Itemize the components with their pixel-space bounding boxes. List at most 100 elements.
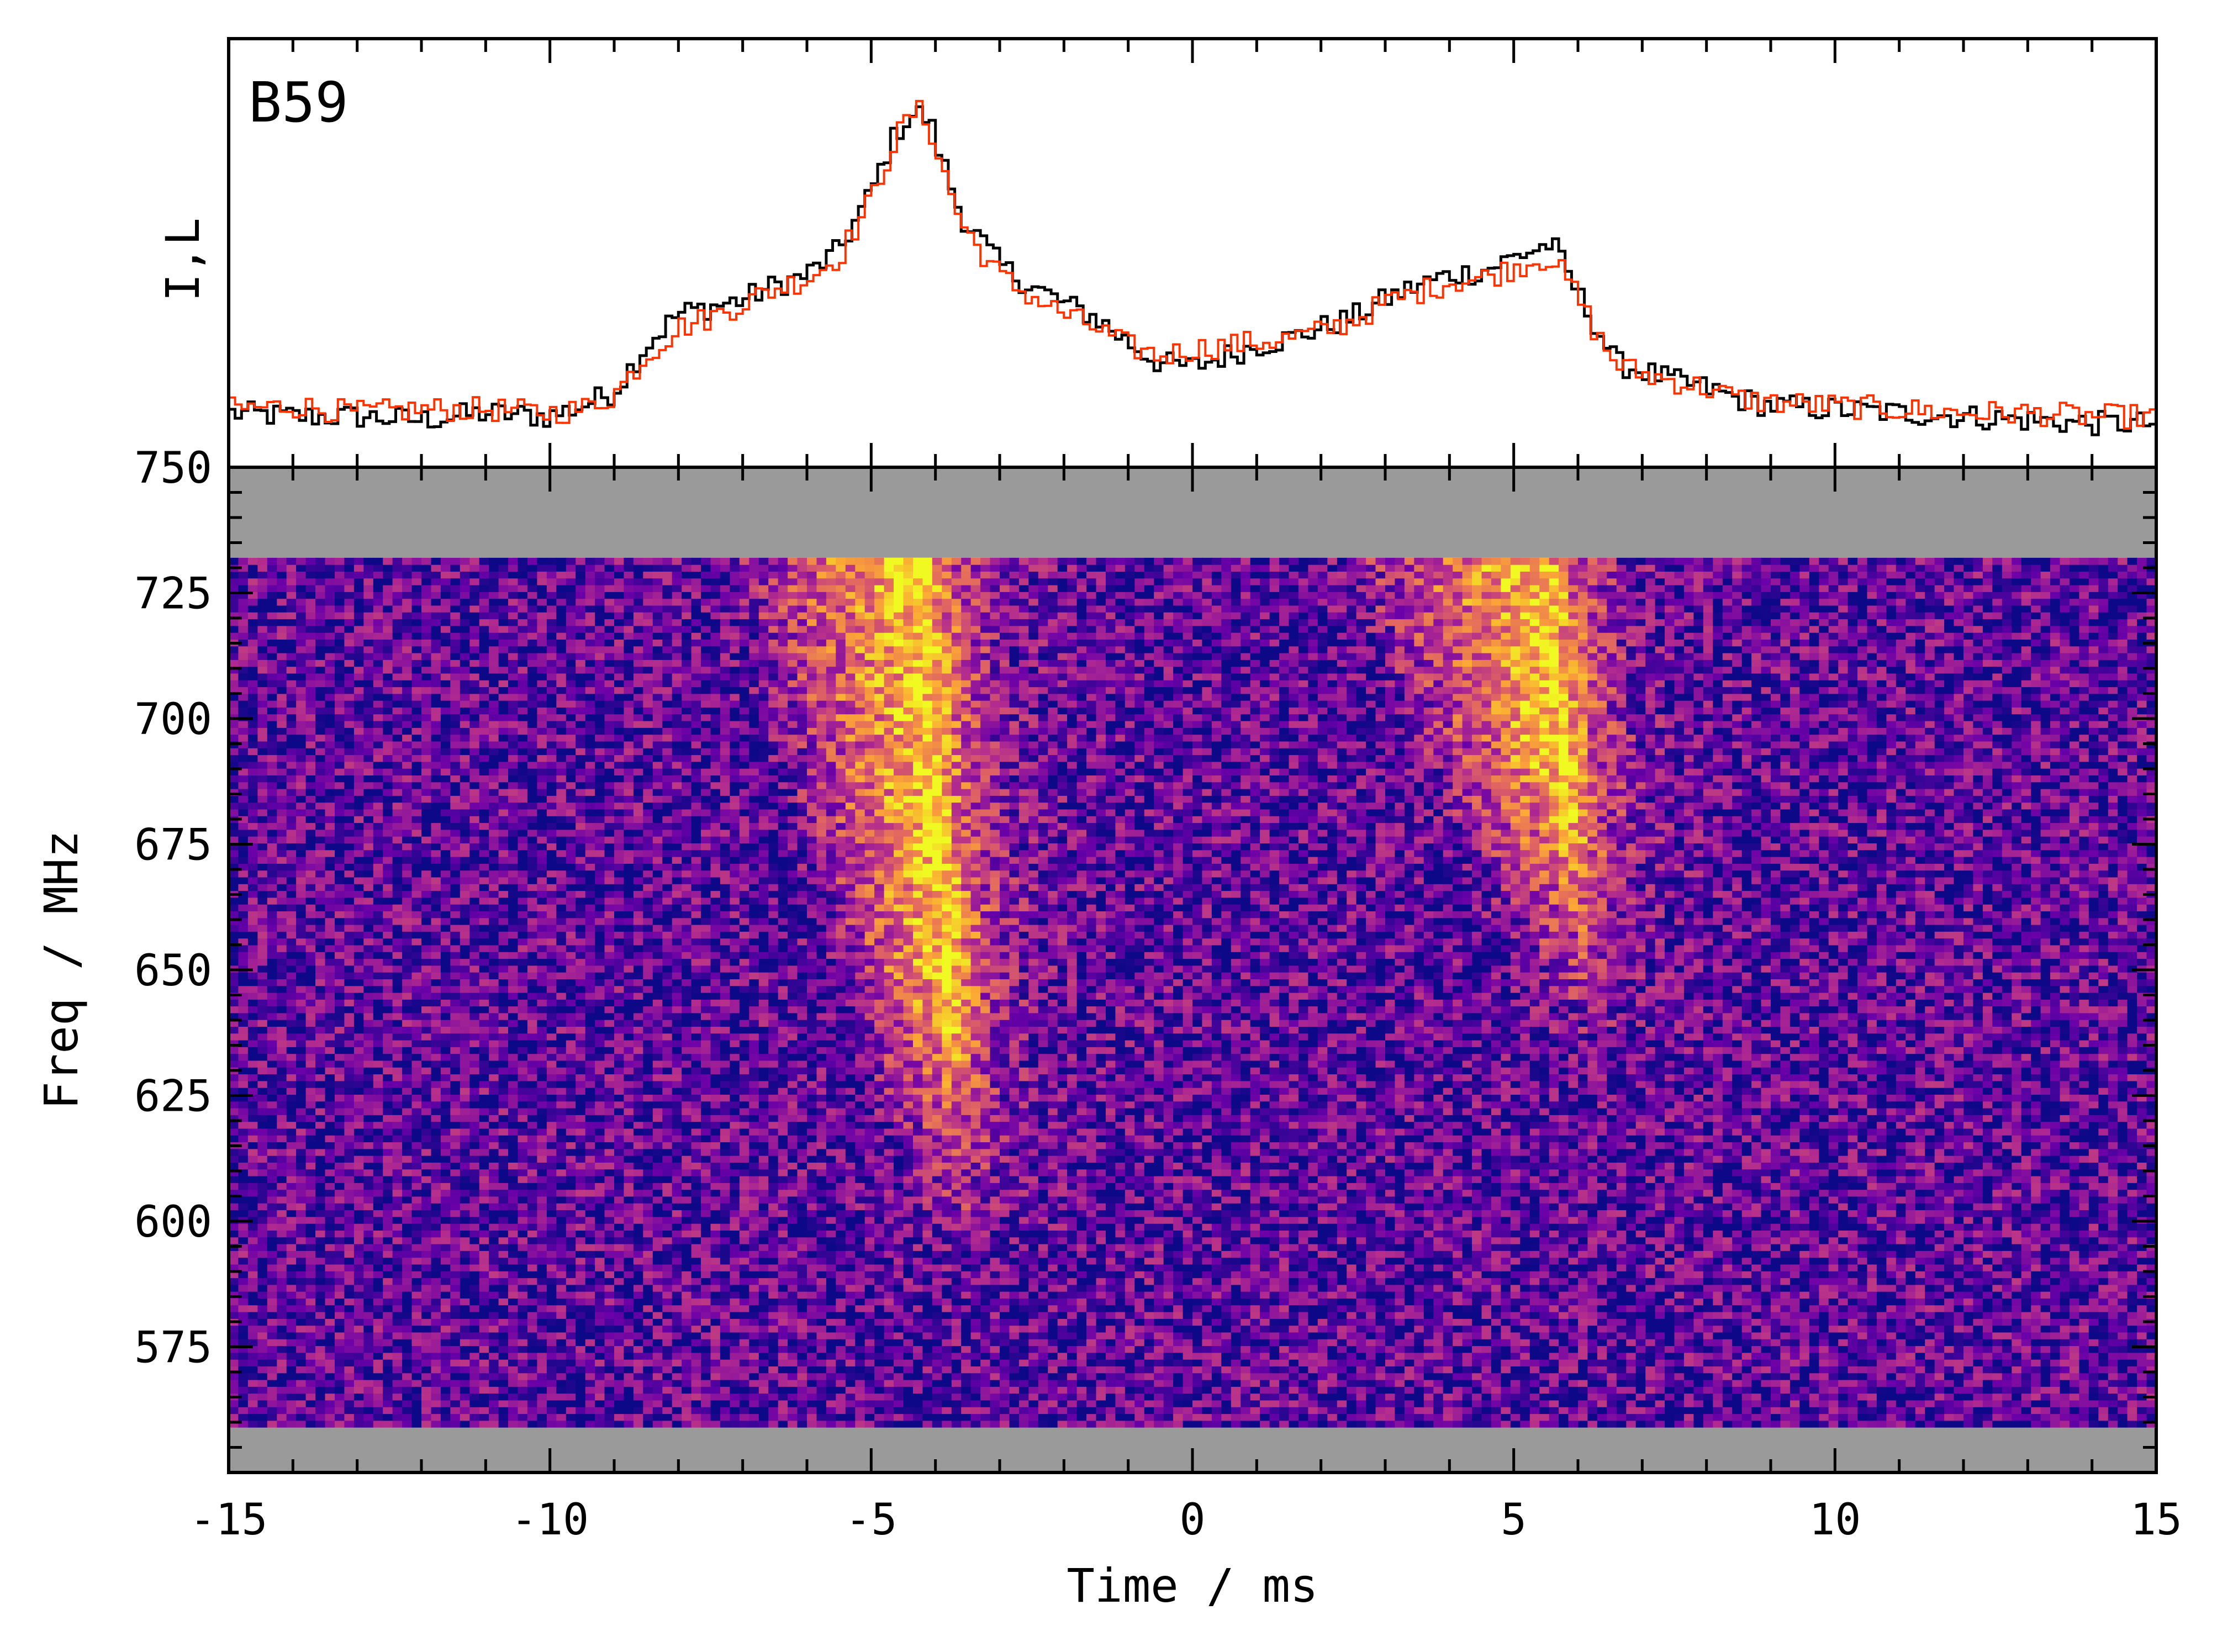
heatmap-cell <box>1231 1326 1241 1333</box>
heatmap-cell <box>865 1264 875 1271</box>
heatmap-cell <box>315 1298 325 1305</box>
heatmap-cell <box>1838 1271 1848 1278</box>
heatmap-cell <box>508 1318 518 1326</box>
heatmap-cell <box>1587 1407 1597 1414</box>
heatmap-cell <box>1058 1285 1068 1292</box>
heatmap-cell <box>1183 1305 1193 1312</box>
heatmap-cell <box>961 1339 971 1346</box>
heatmap-cell <box>576 1407 585 1414</box>
heatmap-cell <box>277 1305 287 1312</box>
heatmap-cell <box>1086 1407 1096 1414</box>
heatmap-cell <box>2070 1285 2079 1292</box>
heatmap-cell <box>904 1278 914 1285</box>
heatmap-cell <box>1048 1407 1058 1414</box>
heatmap-cell <box>1838 1346 1848 1353</box>
heatmap-cell <box>922 1298 932 1305</box>
heatmap-cell <box>1915 1359 1925 1366</box>
heatmap-cell <box>1395 1278 1405 1285</box>
heatmap-cell <box>1356 1373 1366 1380</box>
heatmap-cell <box>1058 1359 1068 1366</box>
heatmap-cell <box>2128 1407 2137 1414</box>
heatmap-cell <box>1915 1373 1925 1380</box>
heatmap-cell <box>740 1421 749 1428</box>
heatmap-cell <box>1058 1380 1068 1387</box>
heatmap-cell <box>1000 1326 1010 1333</box>
heatmap-cell <box>277 1264 287 1271</box>
heatmap-cell <box>740 1346 749 1353</box>
heatmap-cell <box>1511 1394 1521 1401</box>
heatmap-cell <box>1597 1291 1607 1299</box>
heatmap-cell <box>1684 1332 1694 1339</box>
heatmap-cell <box>556 1318 566 1326</box>
heatmap-cell <box>759 1373 769 1380</box>
heatmap-cell <box>1433 1305 1443 1312</box>
heatmap-cell <box>1896 1278 1906 1285</box>
heatmap-cell <box>1308 1346 1318 1353</box>
heatmap-cell <box>518 1271 528 1278</box>
heatmap-cell <box>1809 1346 1819 1353</box>
heatmap-cell <box>942 1414 952 1421</box>
heatmap-cell <box>1636 1339 1646 1346</box>
heatmap-cell <box>1048 1258 1058 1265</box>
heatmap-cell <box>1713 1271 1723 1278</box>
heatmap-cell <box>373 1312 383 1319</box>
heatmap-cell <box>1096 1353 1106 1360</box>
heatmap-cell <box>1067 1421 1077 1428</box>
heatmap-cell <box>2128 1291 2137 1299</box>
heatmap-cell <box>942 1332 952 1339</box>
heatmap-cell <box>662 1264 672 1271</box>
heatmap-cell <box>1587 1400 1597 1407</box>
heatmap-cell <box>2118 1339 2128 1346</box>
heatmap-cell <box>373 1326 383 1333</box>
heatmap-cell <box>344 1332 354 1339</box>
heatmap-cell <box>894 1386 904 1394</box>
heatmap-cell <box>2079 1332 2089 1339</box>
heatmap-cell <box>1684 1386 1694 1394</box>
heatmap-cell <box>1048 1326 1058 1333</box>
heatmap-cell <box>662 1332 672 1339</box>
heatmap-cell <box>1125 1400 1135 1407</box>
heatmap-cell <box>393 1400 403 1407</box>
heatmap-cell <box>1819 1380 1829 1387</box>
heatmap-cell <box>2070 1318 2079 1326</box>
heatmap-cell <box>489 1305 499 1312</box>
heatmap-cell <box>2079 1285 2089 1292</box>
heatmap-cell <box>1751 1332 1761 1339</box>
heatmap-cell <box>1221 1326 1231 1333</box>
heatmap-cell <box>363 1421 373 1428</box>
heatmap-cell <box>1703 1353 1713 1360</box>
heatmap-cell <box>1010 1407 1020 1414</box>
heatmap-cell <box>1867 1326 1877 1333</box>
heatmap-cell <box>1607 1407 1617 1414</box>
heatmap-cell <box>672 1258 682 1265</box>
heatmap-cell <box>1154 1298 1164 1305</box>
heatmap-cell <box>1134 1312 1144 1319</box>
heatmap-cell <box>1838 1400 1848 1407</box>
heatmap-cell <box>479 1386 489 1394</box>
heatmap-cell <box>1819 1373 1829 1380</box>
heatmap-cell <box>1134 1353 1144 1360</box>
heatmap-cell <box>798 1278 807 1285</box>
heatmap-cell <box>1539 1407 1549 1414</box>
heatmap-cell <box>2098 1386 2108 1394</box>
heatmap-cell <box>1520 1373 1530 1380</box>
heatmap-cell <box>1115 1414 1125 1421</box>
heatmap-cell <box>373 1366 383 1373</box>
heatmap-cell <box>1405 1285 1414 1292</box>
heatmap-cell <box>730 1373 740 1380</box>
heatmap-cell <box>431 1373 441 1380</box>
heatmap-cell <box>1963 1366 1973 1373</box>
heatmap-cell <box>1675 1400 1685 1407</box>
heatmap-cell <box>393 1346 403 1353</box>
heatmap-cell <box>2089 1386 2099 1394</box>
heatmap-cell <box>865 1400 875 1407</box>
heatmap-cell <box>1520 1359 1530 1366</box>
heatmap-cell <box>817 1305 827 1312</box>
heatmap-cell <box>1202 1332 1212 1339</box>
heatmap-cell <box>1626 1366 1636 1373</box>
heatmap-cell <box>1270 1271 1280 1278</box>
heatmap-cell <box>1983 1278 1993 1285</box>
heatmap-cell <box>1915 1346 1925 1353</box>
heatmap-cell <box>267 1264 277 1271</box>
heatmap-cell <box>1877 1386 1887 1394</box>
